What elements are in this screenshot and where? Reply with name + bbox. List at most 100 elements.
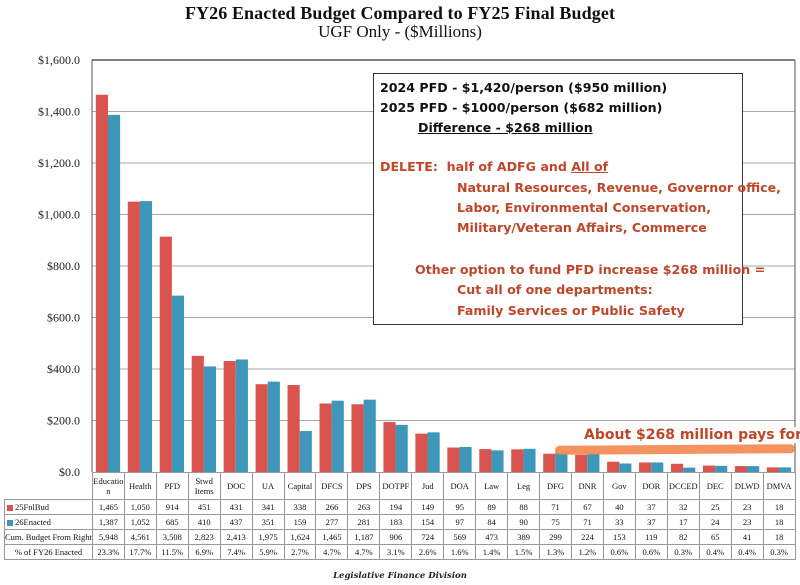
bar-fy26-law xyxy=(491,450,504,472)
table-cell: 71 xyxy=(539,499,572,515)
bars xyxy=(95,94,792,473)
y-tick-label: $1,400.0 xyxy=(38,105,80,119)
bar-fy25-dotpf xyxy=(383,422,396,472)
bar-fy25-dfg xyxy=(543,453,556,472)
table-category-header: DOA xyxy=(443,472,477,500)
bar-fy26-gov xyxy=(619,463,632,472)
bar-fy25-jud xyxy=(415,433,428,472)
table-cell: 338 xyxy=(283,499,317,515)
table-cell: 97 xyxy=(443,514,477,530)
table-cell: 0.3% xyxy=(666,544,700,560)
table-row: 26Enacted 1,387 1,052 685 410 437 351 159 277 281… xyxy=(4,514,796,530)
annotation-delete-departments-2: Labor, Environmental Conservation, xyxy=(457,200,712,215)
bar-fy25-law xyxy=(479,449,492,472)
table-cell: 194 xyxy=(379,499,413,515)
table-cell: 88 xyxy=(507,499,541,515)
legend-swatch-icon xyxy=(7,520,13,527)
table-cell: 18 xyxy=(762,514,796,530)
table-cell: 473 xyxy=(475,529,509,545)
table-header-row: Educatio n Health PFD Stwd Items DOC UA Capita… xyxy=(4,472,796,500)
bar-fy26-dcced xyxy=(683,467,696,472)
bar-fy26-dfg xyxy=(555,452,568,472)
table-category-header: Health xyxy=(123,472,157,500)
chart-subtitle: UGF Only - ($Millions) xyxy=(318,22,482,41)
bar-fy25-health xyxy=(127,201,140,473)
footer-credit: Legislative Finance Division xyxy=(333,571,467,581)
bar-fy26-dfcs xyxy=(331,400,344,472)
bar-fy25-dnr xyxy=(575,454,588,472)
table-cell: 724 xyxy=(411,529,445,545)
bar-fy25-doc xyxy=(223,361,236,472)
table-cell: 389 xyxy=(507,529,541,545)
y-axis-ticks: $0.0$200.0$400.0$600.0$800.0$1,000.0$1,2… xyxy=(38,53,80,479)
table-cell: 4,561 xyxy=(123,529,157,545)
bar-fy25-leg xyxy=(511,449,524,472)
table-cell: 37 xyxy=(634,499,668,515)
table-category-header: Jud xyxy=(411,472,445,500)
table-cell: 906 xyxy=(379,529,413,545)
table-cell: 351 xyxy=(251,514,285,530)
table-cell: 4.7% xyxy=(315,544,349,560)
table-cell: 5.9% xyxy=(251,544,285,560)
table-cell: 23 xyxy=(730,514,764,530)
table-cell: 1,624 xyxy=(283,529,317,545)
table-cell: 299 xyxy=(539,529,572,545)
legend-swatch-icon xyxy=(7,505,13,512)
table-cell: 1,465 xyxy=(315,529,349,545)
table-category-header: DLWD xyxy=(730,472,764,500)
table-category-header: DOR xyxy=(634,472,668,500)
table-cell: 6.9% xyxy=(187,544,221,560)
bar-fy25-dcced xyxy=(671,463,684,472)
table-cell: 914 xyxy=(155,499,189,515)
table-cell: 1,187 xyxy=(347,529,381,545)
table-row-label: 25FnlBud xyxy=(4,499,93,515)
table-cell: 281 xyxy=(347,514,381,530)
table-cell: 263 xyxy=(347,499,381,515)
table-cell: 0.4% xyxy=(730,544,764,560)
table-cell: 71 xyxy=(570,514,604,530)
table-cell: 33 xyxy=(602,514,636,530)
table-category-header: DOTPF xyxy=(379,472,413,500)
bar-fy25-stwd-items xyxy=(191,355,204,472)
table-cell: 32 xyxy=(666,499,700,515)
table-cell: 3.1% xyxy=(379,544,413,560)
table-cell: 1,387 xyxy=(91,514,125,530)
bar-fy26-capital xyxy=(299,431,312,472)
annotation-other-option: Other option to fund PFD increase $268 m… xyxy=(415,262,766,277)
table-category-header: DPS xyxy=(347,472,381,500)
table-category-header: DFG xyxy=(539,472,572,500)
bar-fy25-ua xyxy=(255,384,268,472)
table-cell: 159 xyxy=(283,514,317,530)
annotation-delete-prefix: DELETE: half of ADFG and xyxy=(380,159,572,174)
bar-fy26-dotpf xyxy=(395,424,408,472)
table-cell: 0.3% xyxy=(762,544,796,560)
bar-fy26-dnr xyxy=(587,453,600,472)
table-row-label: 26Enacted xyxy=(4,514,93,530)
table-cell: 431 xyxy=(219,499,253,515)
table-corner xyxy=(4,472,93,500)
table-row: % of FY26 Enacted 23.3% 17.7% 11.5% 6.9% 7.4%… xyxy=(4,544,796,560)
bar-fy25-dor xyxy=(639,462,652,472)
table-cell: 41 xyxy=(730,529,764,545)
table-cell: 17 xyxy=(666,514,700,530)
table-cell: 82 xyxy=(666,529,700,545)
table-cell: 25 xyxy=(698,499,732,515)
table-cell: 277 xyxy=(315,514,349,530)
table-cell: 84 xyxy=(475,514,509,530)
bar-fy26-dmva xyxy=(779,467,792,472)
table-cell: 17.7% xyxy=(123,544,157,560)
table-row-label: Cum. Budget From Right xyxy=(4,529,93,545)
table-row-label: % of FY26 Enacted xyxy=(4,544,93,560)
y-tick-label: $800.0 xyxy=(47,259,80,273)
table-category-header: DEC xyxy=(698,472,732,500)
table-cell: 149 xyxy=(411,499,445,515)
annotation-delete-all-of: All of xyxy=(571,159,609,174)
bar-fy26-dec xyxy=(715,465,728,472)
table-cell: 23.3% xyxy=(91,544,125,560)
bar-fy25-pfd xyxy=(159,236,172,472)
table-cell: 437 xyxy=(219,514,253,530)
bar-fy25-gov xyxy=(607,461,620,472)
legend-label: % of FY26 Enacted xyxy=(14,547,83,557)
bar-fy26-leg xyxy=(523,448,536,472)
